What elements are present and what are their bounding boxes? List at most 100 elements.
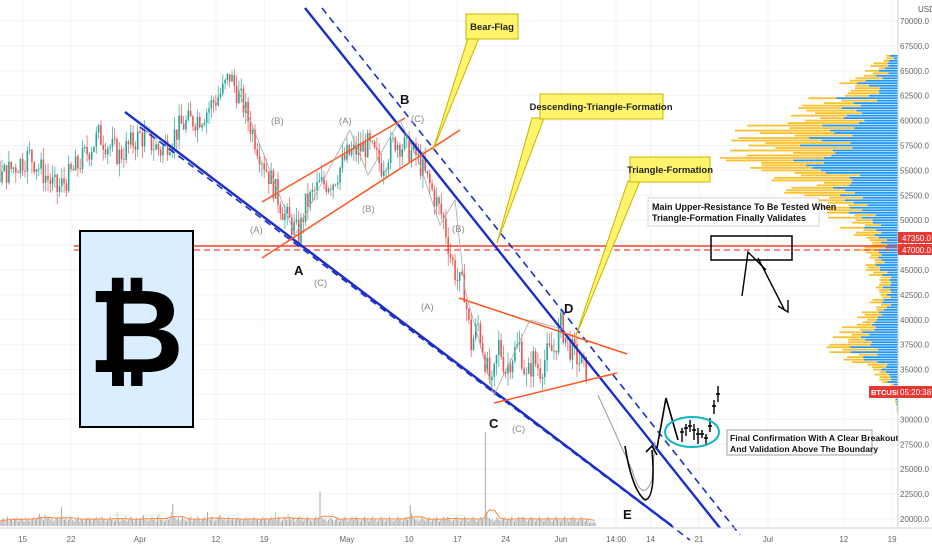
price-axis[interactable]: 70000.0 67500.0 65000.0 62500.0 60000.0 57500… xyxy=(897,0,932,550)
candle-body xyxy=(272,170,275,199)
vp-bar-blue xyxy=(876,99,898,102)
vp-bar-blue xyxy=(854,127,898,129)
candle-body xyxy=(93,146,95,152)
vp-bar-yellow xyxy=(879,376,891,378)
symbol-tag-text: BTCUSD xyxy=(871,388,903,397)
volume-bar xyxy=(461,519,463,526)
bear-flag-callout[interactable]: Bear-Flag xyxy=(432,13,519,151)
vp-bar-yellow xyxy=(859,328,875,331)
volume-bar xyxy=(98,518,100,526)
vp-bar-blue xyxy=(852,134,898,137)
volume-bar xyxy=(484,432,486,526)
vp-bar-blue xyxy=(849,176,898,179)
volume-bar xyxy=(200,521,202,526)
resistance-arrowhead xyxy=(777,300,789,314)
candle-body xyxy=(127,141,130,145)
vp-bar-yellow xyxy=(852,221,873,224)
volume-bar xyxy=(259,519,261,526)
volume-bar xyxy=(568,521,570,526)
volume-bar xyxy=(90,518,92,526)
volume-bar xyxy=(373,519,375,526)
vp-bar-yellow xyxy=(864,246,886,249)
candle-body xyxy=(155,144,157,150)
vp-bar-blue xyxy=(831,154,898,157)
y-tick-label: 37500.0 xyxy=(900,341,929,350)
volume-bar xyxy=(363,516,365,526)
volume-bar xyxy=(427,518,429,526)
vp-bar-yellow xyxy=(880,294,887,296)
y-tick-label: 50000.0 xyxy=(900,216,929,225)
volume-bar xyxy=(8,521,10,526)
volume-bar xyxy=(502,518,504,526)
volume-bar xyxy=(50,519,51,526)
vp-bar-blue xyxy=(850,346,898,349)
volume-bar xyxy=(443,516,445,526)
volume-bar xyxy=(387,518,389,526)
vp-bar-blue xyxy=(884,67,898,70)
volume-bar xyxy=(88,519,90,526)
candle-body xyxy=(113,138,116,140)
vp-bar-blue xyxy=(856,109,898,112)
volume-bar xyxy=(248,518,250,526)
vp-bar-yellow xyxy=(790,114,847,117)
countdown-tag xyxy=(898,386,932,398)
vp-bar-yellow xyxy=(843,358,864,361)
volume-bar xyxy=(544,519,546,526)
candle-body xyxy=(445,218,447,238)
candle-body xyxy=(21,158,24,171)
resistance-note-line2: Triangle-Formation Finally Validates xyxy=(652,213,806,223)
volume-bar xyxy=(365,519,367,526)
volume-bar xyxy=(375,518,377,526)
vp-bar-blue xyxy=(848,211,898,214)
volume-bar xyxy=(22,519,24,526)
candle-body xyxy=(454,260,456,281)
volume-bar xyxy=(59,518,61,526)
volume-bar xyxy=(161,519,163,526)
volume-bar xyxy=(450,519,452,526)
candle-body xyxy=(511,361,514,373)
vp-bar-blue xyxy=(853,201,898,204)
volume-bar xyxy=(452,519,454,526)
vp-bar-yellow xyxy=(865,224,882,227)
time-axis[interactable]: 15 22 Apr 12 19 May 10 17 24 Jun 14:00 14 21 Jul 12 19 xyxy=(0,527,932,544)
resistance-target-box[interactable] xyxy=(710,235,793,261)
volume-bar xyxy=(184,519,186,526)
triangle-formation-callout[interactable]: Triangle-Formation xyxy=(574,156,713,339)
vp-bar-yellow xyxy=(879,279,890,281)
vp-bar-blue xyxy=(868,94,898,97)
volume-bar xyxy=(15,519,17,526)
vp-bar-yellow xyxy=(805,119,865,122)
volume-bar xyxy=(276,519,278,526)
volume-bar xyxy=(108,518,110,526)
vp-bar-blue xyxy=(871,341,898,344)
descending-upper-trendline[interactable] xyxy=(304,7,721,529)
vp-bar-yellow xyxy=(821,206,850,209)
vp-bar-yellow xyxy=(874,261,885,264)
volume-bar xyxy=(541,518,543,526)
candle-body xyxy=(173,129,176,148)
vp-bar-blue xyxy=(820,169,898,172)
volume-bar xyxy=(165,519,167,526)
volume-bar xyxy=(550,518,552,526)
candle-body xyxy=(10,161,12,169)
volume-bar xyxy=(414,518,415,526)
vp-bar-yellow xyxy=(882,296,891,299)
candle-body xyxy=(77,156,79,169)
volume-bar xyxy=(126,521,128,526)
volume-bar xyxy=(408,518,410,526)
volume-bar xyxy=(386,519,388,526)
candle-body xyxy=(38,168,40,170)
vp-bar-yellow xyxy=(794,134,853,137)
candle-body xyxy=(477,323,479,325)
descending-triangle-callout[interactable]: Descending-Triangle-Formation xyxy=(496,93,673,244)
vp-bar-blue xyxy=(886,371,898,373)
bear-flag-lower xyxy=(261,129,461,259)
volume-bar xyxy=(415,519,417,526)
vp-bar-blue xyxy=(829,129,898,132)
volume-bar xyxy=(520,518,522,526)
descending-lower-trendline[interactable] xyxy=(124,111,673,527)
volume-bar xyxy=(123,519,125,526)
volume-bar xyxy=(298,516,300,526)
candle-body xyxy=(468,308,470,320)
